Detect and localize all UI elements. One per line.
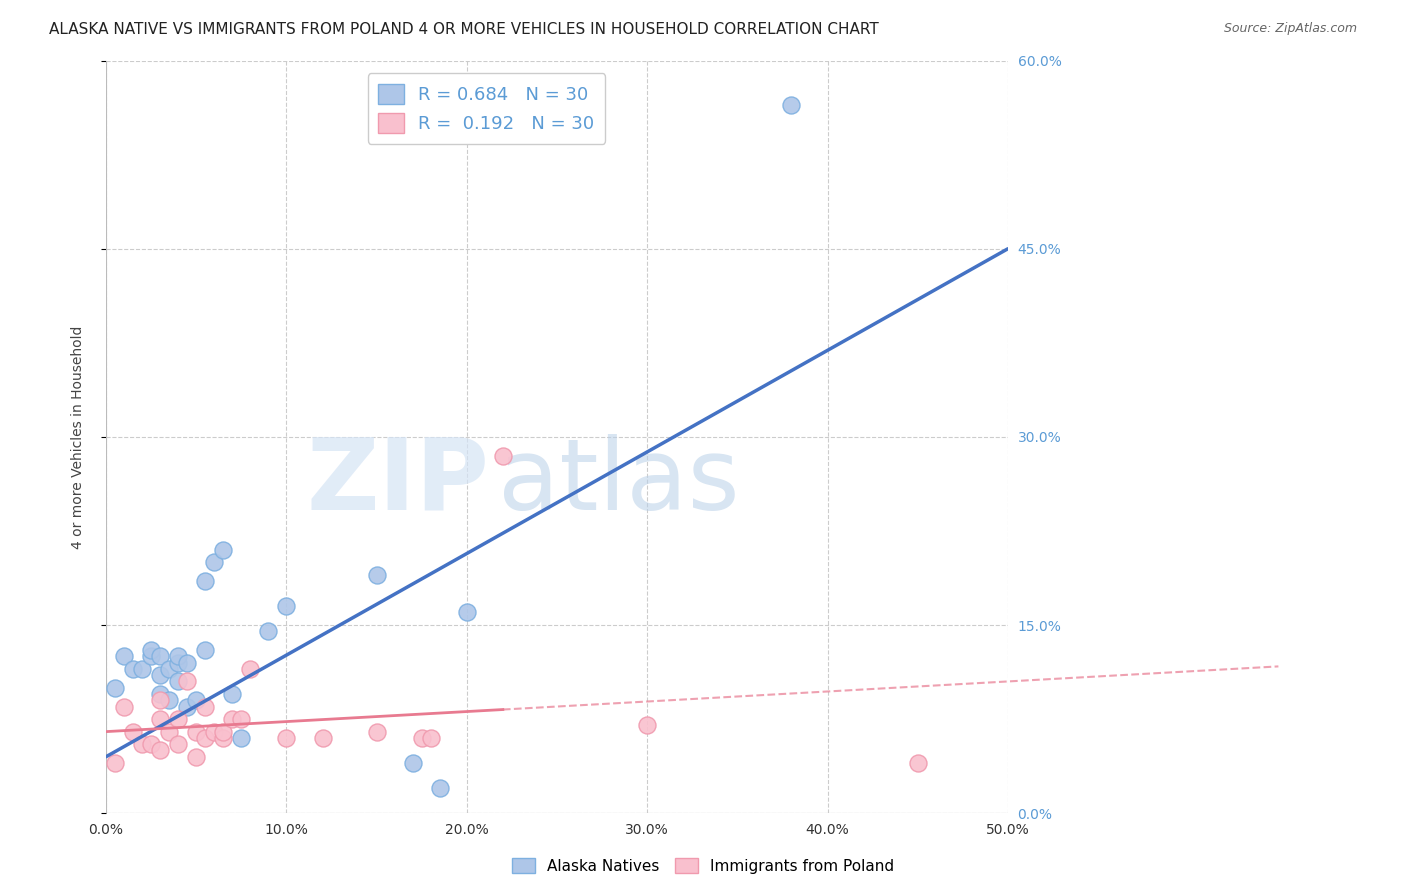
Point xyxy=(429,780,451,795)
Y-axis label: 4 or more Vehicles in Household: 4 or more Vehicles in Household xyxy=(72,326,86,549)
Point xyxy=(167,674,190,689)
Point xyxy=(257,624,280,639)
Point xyxy=(157,724,180,739)
Point xyxy=(122,662,145,676)
Point xyxy=(176,674,198,689)
Point xyxy=(780,97,803,112)
Point xyxy=(194,643,217,657)
Point xyxy=(141,649,163,664)
Point xyxy=(276,731,298,745)
Point xyxy=(492,449,515,463)
Point xyxy=(149,668,172,682)
Point xyxy=(402,756,425,770)
Point xyxy=(167,712,190,726)
Point xyxy=(411,731,433,745)
Point xyxy=(112,699,135,714)
Point xyxy=(112,649,135,664)
Legend: Alaska Natives, Immigrants from Poland: Alaska Natives, Immigrants from Poland xyxy=(506,852,900,880)
Point xyxy=(194,731,217,745)
Point xyxy=(141,643,163,657)
Text: ZIP: ZIP xyxy=(307,434,489,531)
Text: atlas: atlas xyxy=(498,434,740,531)
Point xyxy=(636,718,658,732)
Point xyxy=(167,649,190,664)
Point xyxy=(186,724,208,739)
Point xyxy=(122,724,145,739)
Point xyxy=(141,737,163,751)
Point xyxy=(221,712,243,726)
Point xyxy=(212,542,235,557)
Text: ALASKA NATIVE VS IMMIGRANTS FROM POLAND 4 OR MORE VEHICLES IN HOUSEHOLD CORRELAT: ALASKA NATIVE VS IMMIGRANTS FROM POLAND … xyxy=(49,22,879,37)
Point xyxy=(419,731,441,745)
Point xyxy=(131,737,153,751)
Point xyxy=(186,693,208,707)
Point xyxy=(202,724,225,739)
Point xyxy=(149,693,172,707)
Point xyxy=(176,656,198,670)
Point xyxy=(167,656,190,670)
Point xyxy=(456,606,478,620)
Point xyxy=(239,662,262,676)
Point xyxy=(221,687,243,701)
Point xyxy=(104,681,127,695)
Point xyxy=(276,599,298,614)
Point xyxy=(157,693,180,707)
Point xyxy=(194,699,217,714)
Point xyxy=(231,712,253,726)
Point xyxy=(212,724,235,739)
Point xyxy=(366,567,388,582)
Point xyxy=(231,731,253,745)
Point xyxy=(157,662,180,676)
Point xyxy=(149,649,172,664)
Point xyxy=(202,555,225,569)
Point xyxy=(149,712,172,726)
Point xyxy=(366,724,388,739)
Point xyxy=(104,756,127,770)
Point xyxy=(212,731,235,745)
Point xyxy=(194,574,217,588)
Point xyxy=(149,687,172,701)
Text: Source: ZipAtlas.com: Source: ZipAtlas.com xyxy=(1223,22,1357,36)
Point xyxy=(167,737,190,751)
Point xyxy=(311,731,333,745)
Point xyxy=(907,756,929,770)
Point xyxy=(176,699,198,714)
Point xyxy=(131,662,153,676)
Point xyxy=(149,743,172,757)
Legend: R = 0.684   N = 30, R =  0.192   N = 30: R = 0.684 N = 30, R = 0.192 N = 30 xyxy=(367,73,605,144)
Point xyxy=(186,749,208,764)
